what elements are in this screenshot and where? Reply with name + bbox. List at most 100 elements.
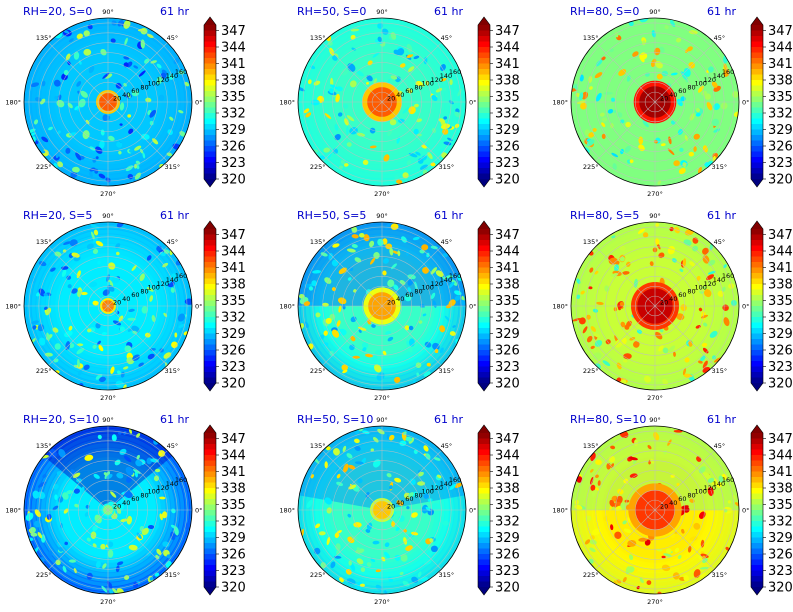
convective-cell — [618, 69, 627, 76]
convective-cell — [350, 316, 357, 323]
colorbar-tick-label: 329 — [221, 123, 246, 138]
colorbar-segment — [478, 295, 490, 301]
radial-tick-label: 100 — [147, 284, 159, 292]
colorbar-segment — [751, 251, 763, 257]
convective-cell — [693, 146, 697, 152]
convective-cell — [77, 90, 80, 94]
convective-cell — [712, 276, 720, 283]
angular-gridline — [595, 246, 656, 307]
colorbar-segment — [204, 234, 216, 241]
colorbar-tick-label: 338 — [495, 278, 520, 293]
angle-tick-label: 270° — [100, 394, 116, 402]
convective-cell — [329, 84, 338, 90]
colorbar-segment — [478, 333, 490, 340]
convective-cell — [87, 24, 93, 30]
colorbar-segment — [204, 355, 216, 362]
panel-title-right: 61 hr — [160, 413, 189, 426]
convective-cell — [624, 145, 631, 153]
convective-cell — [430, 267, 438, 275]
convective-cell — [579, 74, 584, 82]
convective-cell — [448, 281, 455, 289]
convective-cell — [158, 450, 166, 457]
convective-cell — [425, 453, 431, 460]
colorbar-extend-max — [478, 17, 490, 25]
convective-cell — [415, 80, 423, 87]
colorbar-segment — [204, 449, 216, 456]
angle-tick-label: 180° — [552, 507, 568, 515]
angle-tick-label: 45° — [441, 442, 453, 450]
convective-cell — [608, 257, 618, 265]
convective-cell — [58, 448, 66, 458]
convective-cell — [354, 445, 361, 451]
radial-tick-label: 100 — [421, 284, 433, 292]
convective-cell — [576, 294, 581, 299]
convective-cell — [320, 562, 327, 569]
convective-cell — [373, 78, 377, 84]
colorbar-segment — [204, 526, 216, 533]
colorbar-segment — [751, 328, 763, 334]
convective-cell — [703, 289, 712, 298]
convective-cell — [431, 503, 440, 511]
convective-cell — [344, 163, 349, 167]
colorbar-segment — [478, 124, 490, 130]
convective-cell — [68, 559, 76, 563]
panel-title-left: RH=80, S=5 — [570, 209, 639, 222]
radial-tick-label: 160 — [722, 272, 734, 280]
convective-cell — [695, 107, 701, 113]
colorbar-tick-label: 338 — [495, 482, 520, 497]
convective-cell — [50, 267, 56, 272]
angle-tick-label: 270° — [374, 394, 390, 402]
convective-cell — [111, 374, 117, 380]
convective-cell — [394, 477, 402, 483]
colorbar-segment — [478, 36, 490, 42]
angular-gridline — [595, 305, 656, 366]
radial-tick-label: 60 — [678, 495, 686, 503]
colorbar-segment — [478, 289, 490, 296]
angle-tick-label: 135° — [310, 34, 326, 42]
convective-cell — [387, 336, 394, 342]
colorbar-segment — [478, 129, 490, 136]
radial-tick-label: 60 — [131, 291, 139, 299]
convective-cell — [426, 362, 431, 367]
colorbar-segment — [478, 532, 490, 538]
convective-cell — [433, 457, 441, 461]
colorbar-segment — [204, 317, 216, 323]
radial-tick-label: 40 — [122, 295, 130, 303]
convective-cell — [45, 307, 52, 316]
colorbar-extend-min — [751, 587, 763, 595]
convective-cell — [71, 288, 78, 294]
radial-tick-label: 60 — [678, 291, 686, 299]
convective-cell — [108, 262, 116, 270]
colorbar-segment — [751, 267, 763, 274]
colorbar-segment — [204, 107, 216, 114]
convective-cell — [127, 92, 131, 99]
colorbar-segment — [751, 581, 763, 588]
convective-cell — [677, 555, 682, 559]
convective-cell — [318, 531, 326, 536]
convective-cell — [396, 179, 403, 184]
convective-cell — [95, 322, 101, 329]
colorbar-segment — [204, 113, 216, 119]
convective-cell — [642, 232, 649, 238]
convective-cell — [330, 561, 336, 569]
convective-cell — [421, 504, 429, 514]
convective-cell — [440, 123, 451, 130]
colorbar-segment — [478, 229, 490, 235]
convective-cell — [352, 355, 360, 359]
radial-tick-label: 120 — [157, 280, 169, 288]
polar-frame — [23, 221, 193, 391]
convective-cell — [589, 267, 594, 273]
angular-gridline — [595, 101, 656, 162]
convective-cell — [324, 497, 332, 505]
angle-tick-label: 270° — [100, 190, 116, 198]
angle-tick-label: 90° — [649, 8, 661, 16]
convective-cell — [688, 151, 694, 157]
colorbar-segment — [478, 543, 490, 549]
convective-cell — [146, 255, 152, 261]
convective-cell — [123, 366, 129, 370]
radial-tick-label: 80 — [140, 491, 148, 499]
colorbar-segment — [204, 350, 216, 356]
angular-gridline — [381, 450, 442, 511]
